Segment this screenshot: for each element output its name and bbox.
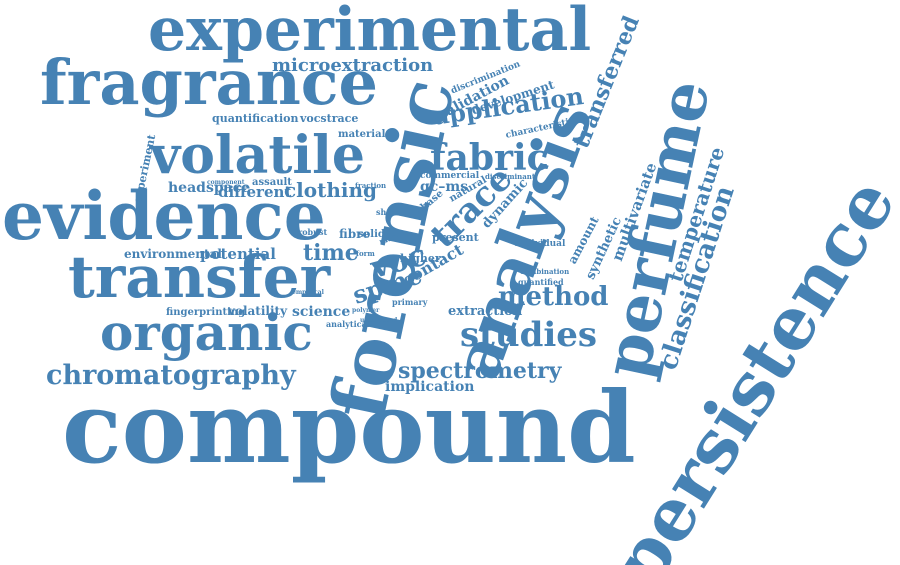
word-untargeted: untargeted — [360, 317, 398, 324]
word-fibre: fibre — [339, 227, 371, 241]
word-clothing: clothing — [284, 178, 378, 202]
word-primary: primary — [392, 297, 428, 307]
word-fingerprinting: fingerprinting — [166, 307, 246, 318]
word-different: different — [218, 183, 292, 201]
word-empirical: empirical — [292, 289, 324, 296]
word-fragrance: fragrance — [40, 46, 378, 119]
word-volatile: volatile — [150, 125, 365, 186]
word-robust: robust — [298, 227, 328, 237]
word-microextraction: microextraction — [272, 55, 434, 76]
word-quantified: quantified — [518, 277, 564, 287]
word-fabric: fabric — [430, 137, 549, 179]
word-higher: higher — [400, 252, 441, 265]
word-vocstrace: vocstrace — [300, 112, 359, 125]
word-commercial: commercial — [420, 171, 480, 181]
word-solid: solid — [358, 229, 385, 240]
word-potential: potential — [200, 245, 276, 263]
word-environmental: environmental — [124, 247, 222, 261]
word-combination: combination — [520, 267, 570, 276]
word-method: method — [498, 282, 609, 312]
word-gcms: gc–ms — [420, 179, 469, 195]
word-compound: compound — [62, 371, 636, 486]
word-polymer: polymer — [352, 307, 380, 314]
word-short: short — [376, 207, 400, 217]
word-component: component — [207, 179, 245, 186]
word-transfer: transfer — [68, 243, 331, 311]
word-individual: individual — [515, 239, 566, 249]
word-material: material — [338, 129, 386, 140]
word-volatility: volatility — [228, 304, 288, 318]
word-form: form — [356, 249, 375, 258]
word-experimental: experimental — [148, 0, 592, 65]
word-analytical: analytical — [326, 319, 370, 329]
word-implication: implication — [385, 379, 475, 395]
word-present: present — [432, 231, 479, 244]
word-fraction: fraction — [355, 181, 387, 190]
word-evidence: evidence — [2, 177, 326, 255]
word-time: time — [303, 240, 359, 266]
word-headspace: headspace — [168, 180, 251, 196]
word-chromatography: chromatography — [46, 360, 296, 391]
word-studies: studies — [460, 315, 598, 355]
word-discriminant: discriminant — [485, 172, 536, 181]
word-organic: organic — [100, 303, 313, 362]
word-assault: assault — [252, 177, 292, 188]
word-quantification: quantification — [212, 112, 299, 125]
word-extraction: extraction — [448, 304, 523, 319]
word-science: science — [292, 304, 351, 320]
word-spectrometry: spectrometry — [398, 358, 562, 384]
